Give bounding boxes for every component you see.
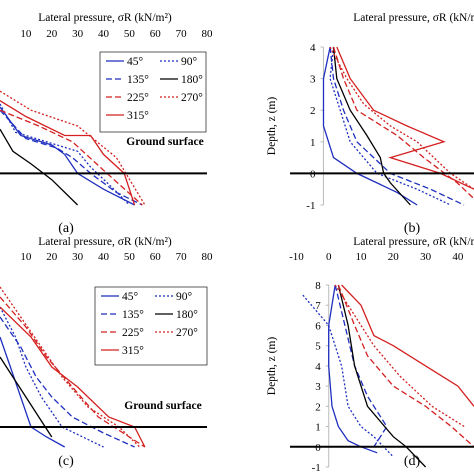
y-tick-label: 3	[315, 381, 321, 393]
x-axis-label: Lateral pressure, σR (kN/m²)	[353, 236, 474, 248]
series-225deg	[337, 284, 474, 448]
legend-entry: 225°	[122, 327, 144, 339]
series-180deg	[0, 356, 53, 438]
series-45deg	[0, 336, 66, 448]
series-90deg	[0, 306, 104, 448]
x-tick-label: 40	[452, 251, 464, 263]
legend-box	[99, 51, 207, 133]
legend-entry: 315°	[122, 345, 144, 357]
series-135deg	[0, 316, 135, 448]
y-tick-label: 6	[315, 320, 321, 332]
legend-box	[94, 286, 208, 366]
ground-surface-label: Ground surface	[126, 136, 203, 148]
y-axis-label: Depth, z (m)	[266, 337, 278, 396]
x-tick-label: 0	[326, 251, 332, 263]
x-axis-label: Lateral pressure, σR (kN/m²)	[38, 12, 172, 24]
legend-entry: 270°	[181, 92, 203, 104]
y-tick-label: 2	[315, 401, 321, 413]
x-tick-label: 70	[176, 251, 188, 263]
series-45deg	[0, 106, 135, 206]
legend-entry: 225°	[127, 92, 149, 104]
x-tick-label: 10	[20, 251, 32, 263]
chart-panel-3: Lateral pressure, σR (kN/m²) 10 20 30 40 50 60…	[0, 236, 213, 469]
series-180deg	[337, 284, 427, 468]
legend-entry: 45°	[127, 56, 144, 68]
series-90deg	[0, 103, 130, 206]
series-135deg	[329, 46, 465, 206]
x-tick-label: 50	[124, 28, 136, 40]
y-tick-label: 2	[310, 105, 316, 117]
x-tick-label: 80	[202, 28, 214, 40]
legend-entry: 45°	[122, 291, 139, 303]
panel-label: (a)	[58, 221, 74, 236]
series-135deg	[334, 284, 388, 448]
x-tick-label: 70	[176, 28, 188, 40]
y-tick-label: 3	[310, 74, 316, 86]
series-45deg	[322, 46, 418, 206]
legend-entry: 315°	[127, 110, 149, 122]
series-270deg	[0, 90, 146, 206]
x-tick-label: 40	[98, 251, 110, 263]
x-axis-label: Lateral pressure, σR (kN/m²)	[38, 236, 172, 248]
x-tick-label: 10	[20, 28, 32, 40]
x-tick-label: 20	[388, 251, 400, 263]
x-tick-label: -10	[289, 251, 304, 263]
x-tick-label: 50	[124, 251, 136, 263]
series-225deg	[0, 109, 143, 206]
y-tick-label: 8	[315, 280, 321, 292]
legend-entry: 135°	[122, 309, 144, 321]
series-315deg	[336, 46, 474, 190]
y-tick-label: -1	[306, 200, 315, 212]
x-tick-label: 80	[202, 251, 214, 263]
series-45deg	[328, 284, 378, 454]
y-tick-label: 5	[315, 341, 321, 353]
legend-entry: 180°	[176, 309, 198, 321]
y-tick-label: 1	[310, 137, 316, 149]
x-tick-label: 60	[150, 251, 162, 263]
y-tick-label: 4	[310, 42, 316, 54]
series-135deg	[0, 109, 143, 206]
panel-label: (c)	[58, 454, 74, 469]
legend-entry: 90°	[181, 56, 198, 68]
legend-entry: 180°	[181, 74, 203, 86]
y-tick-label: 7	[315, 300, 321, 312]
series-315deg	[341, 284, 474, 407]
chart-panel-1: Lateral pressure, σR (kN/m²) 10 20 30 40 50 60…	[0, 12, 213, 236]
series-225deg	[332, 46, 474, 200]
legend-entry: 270°	[176, 327, 198, 339]
panel-label: (b)	[404, 221, 421, 236]
series-270deg	[334, 284, 465, 428]
y-axis-label: Depth, z (m)	[266, 97, 278, 156]
series-270deg	[329, 46, 474, 190]
chart-panel-2: Lateral pressure, σR (kN/m²)-101234Depth…	[266, 12, 474, 236]
x-tick-label: 60	[150, 28, 162, 40]
x-tick-label: 30	[72, 251, 84, 263]
ground-surface-label: Ground surface	[124, 400, 201, 412]
panel-label: (d)	[404, 454, 421, 469]
x-tick-label: 30	[72, 28, 84, 40]
series-180deg	[0, 128, 79, 206]
chart-panel-4: Lateral pressure, σR (kN/m²) -10 0 10 20 30 40…	[266, 236, 474, 474]
y-tick-label: 1	[315, 422, 321, 434]
x-tick-label: 20	[46, 28, 58, 40]
series-180deg	[332, 46, 411, 206]
x-tick-label: 40	[98, 28, 110, 40]
legend-entry: 135°	[127, 74, 149, 86]
x-tick-label: 20	[46, 251, 58, 263]
x-axis-label: Lateral pressure, σR (kN/m²)	[353, 12, 474, 24]
y-tick-label: -1	[312, 462, 321, 474]
legend-entry: 90°	[176, 291, 193, 303]
y-tick-label: 4	[315, 361, 321, 373]
x-tick-label: 10	[356, 251, 368, 263]
x-tick-label: 30	[420, 251, 432, 263]
